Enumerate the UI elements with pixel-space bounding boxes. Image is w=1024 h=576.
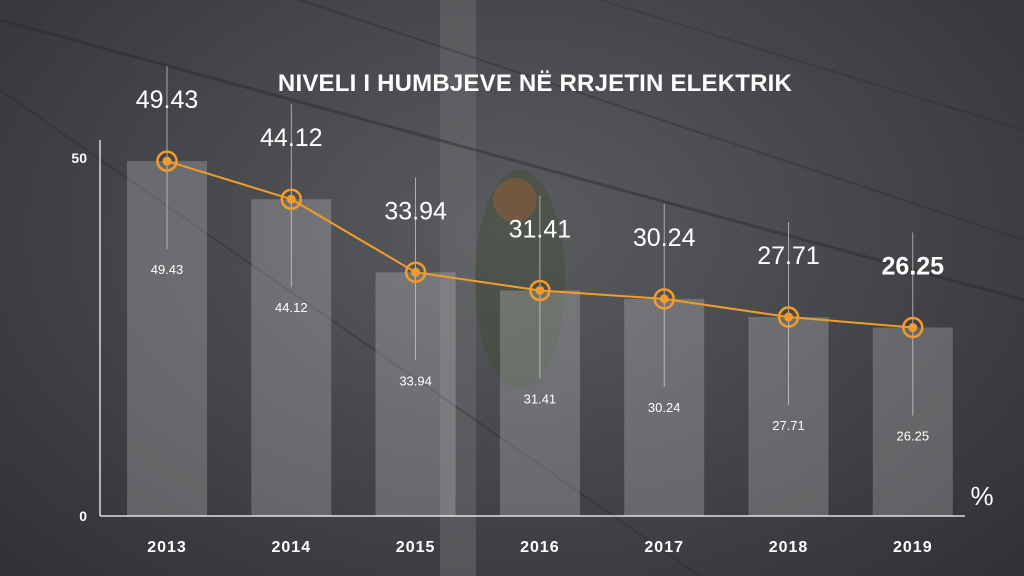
data-label-small: 49.43 bbox=[151, 262, 184, 277]
data-label-large: 33.94 bbox=[384, 197, 447, 225]
data-point bbox=[784, 312, 793, 322]
data-label-large: 44.12 bbox=[260, 124, 323, 152]
x-tick-label: 2013 bbox=[147, 539, 187, 556]
data-label-large: 26.25 bbox=[882, 253, 945, 281]
x-tick-label: 2019 bbox=[893, 539, 933, 556]
data-point-ring bbox=[529, 279, 551, 302]
background-wire bbox=[599, 0, 1024, 131]
data-point bbox=[908, 323, 918, 333]
x-tick-label: 2015 bbox=[396, 539, 436, 556]
background-helmet bbox=[493, 178, 537, 222]
x-tick-label: 2017 bbox=[644, 539, 684, 556]
x-tick-label: 2014 bbox=[272, 539, 312, 556]
chart-title: NIVELI I HUMBJEVE NË RRJETIN ELEKTRIK bbox=[277, 70, 793, 97]
background-wire bbox=[0, 89, 701, 576]
background-wire bbox=[299, 0, 1024, 241]
data-point-ring bbox=[404, 261, 427, 284]
data-label-small: 27.71 bbox=[772, 418, 805, 433]
data-point-ring bbox=[653, 288, 675, 310]
data-label-large: 49.43 bbox=[136, 86, 199, 114]
data-point-ring bbox=[777, 306, 800, 328]
data-point bbox=[535, 285, 545, 295]
y-tick-label: 0 bbox=[79, 508, 87, 524]
background-pole bbox=[440, 0, 476, 576]
x-tick-label: 2016 bbox=[520, 539, 560, 556]
data-label-large: 30.24 bbox=[633, 224, 696, 252]
y-tick-label: 50 bbox=[71, 150, 87, 166]
data-label-small: 31.41 bbox=[524, 391, 557, 406]
data-label-small: 30.24 bbox=[648, 400, 681, 415]
unit-label: % bbox=[970, 481, 993, 511]
data-point-ring bbox=[902, 316, 924, 339]
data-point bbox=[286, 194, 296, 204]
data-label-small: 44.12 bbox=[275, 300, 308, 315]
data-point-ring bbox=[156, 150, 178, 172]
background-wire bbox=[0, 18, 1024, 302]
data-label-small: 26.25 bbox=[897, 429, 930, 444]
data-point bbox=[659, 294, 669, 304]
data-point bbox=[162, 156, 172, 166]
data-label-large: 27.71 bbox=[757, 242, 820, 270]
data-point bbox=[411, 267, 421, 277]
data-label-small: 33.94 bbox=[399, 373, 432, 388]
data-point-ring bbox=[280, 188, 303, 210]
x-tick-label: 2018 bbox=[769, 539, 809, 556]
background-worker bbox=[475, 170, 565, 390]
data-label-large: 31.41 bbox=[509, 215, 572, 243]
